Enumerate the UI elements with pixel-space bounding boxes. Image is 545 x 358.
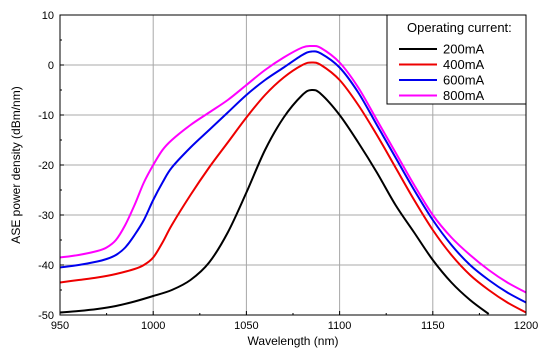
legend-label-600mA: 600mA (443, 73, 485, 88)
legend-title: Operating current: (407, 20, 512, 35)
x-tick-label: 1200 (514, 320, 538, 332)
x-tick-label: 1050 (234, 320, 258, 332)
y-axis-title: ASE power density (dBm/nm) (9, 86, 23, 243)
x-tick-label: 950 (51, 320, 69, 332)
series-line-200mA (60, 88, 490, 315)
x-tick-label: 1100 (328, 320, 352, 332)
legend-label-400mA: 400mA (443, 57, 485, 72)
y-tick-label: -20 (38, 160, 54, 172)
y-tick-label: -50 (38, 310, 54, 322)
y-tick-label: 10 (42, 10, 54, 22)
y-tick-label: -10 (38, 110, 54, 122)
legend-label-200mA: 200mA (443, 42, 485, 57)
series-line-400mA (60, 61, 526, 314)
series-line-600mA (60, 50, 526, 304)
series-line-800mA (60, 44, 526, 294)
y-tick-label: -30 (38, 210, 54, 222)
y-tick-label: -40 (38, 260, 54, 272)
y-tick-label: 0 (48, 60, 54, 72)
ticks-group: 950 1000 1050 1100 1150 1200 10 0 -10 -20 -30 -40 -5… (38, 10, 538, 332)
x-axis-title: Wavelength (nm) (248, 334, 339, 348)
x-tick-label: 1000 (141, 320, 165, 332)
legend-box (386, 14, 527, 105)
series-group (60, 44, 526, 315)
x-tick-label: 1150 (421, 320, 445, 332)
legend-label-800mA: 800mA (443, 88, 485, 103)
